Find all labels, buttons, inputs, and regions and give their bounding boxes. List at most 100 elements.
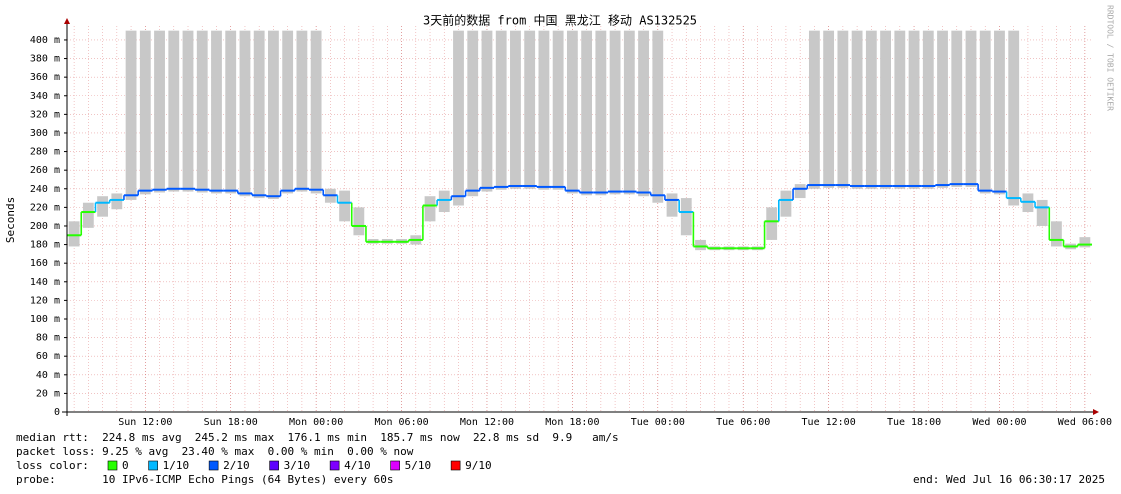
legend-label: 0 [122, 459, 129, 472]
stats-line: median rtt: 224.8 ms avg 245.2 ms max 17… [16, 431, 619, 444]
y-tick-label: 160 m [30, 258, 60, 269]
smoke [339, 190, 351, 222]
y-tick-label: 280 m [30, 147, 60, 158]
smoke [794, 184, 806, 199]
smoke [111, 193, 123, 210]
smoke [652, 30, 664, 203]
x-arrow [1093, 409, 1099, 415]
legend-label: 2/10 [223, 459, 250, 472]
y-tick-label: 340 m [30, 91, 60, 102]
smoke [638, 30, 649, 197]
smoke [182, 30, 194, 192]
smoke [139, 30, 151, 195]
legend-swatch [269, 460, 279, 471]
smoke [196, 30, 208, 193]
legend-swatch [107, 460, 118, 471]
legend-label: 3/10 [284, 459, 311, 472]
y-tick-label: 60 m [36, 351, 60, 362]
smoke [666, 193, 678, 217]
smoke [239, 30, 251, 197]
y-tick-label: 260 m [30, 165, 60, 176]
y-tick-label: 100 m [30, 314, 60, 325]
x-tick-label: Sun 12:00 [118, 417, 172, 428]
legend-swatch [450, 460, 461, 471]
plot [67, 30, 1092, 251]
x-tick-label: Wed 00:00 [972, 417, 1026, 428]
legend-label: 9/10 [465, 459, 492, 472]
smoke [168, 30, 180, 192]
y-tick-label: 360 m [30, 72, 60, 83]
smoke [566, 30, 578, 194]
smoke [438, 190, 450, 213]
smoke [766, 207, 778, 240]
smoke [623, 30, 635, 195]
smoke [510, 30, 521, 189]
legend-swatch [148, 460, 158, 471]
y-axis-label: Seconds [4, 197, 17, 243]
smoke [880, 30, 891, 189]
smoke [1051, 221, 1062, 247]
smoke [253, 30, 265, 199]
watermark: RRDTOOL / TOBI OETIKER [1106, 5, 1115, 111]
axes [62, 18, 1099, 416]
x-tick-label: Mon 12:00 [460, 417, 514, 428]
smoke [979, 30, 991, 194]
smoke [695, 239, 706, 251]
y-tick-label: 80 m [36, 333, 60, 344]
legend-label: 1/10 [163, 459, 190, 472]
smoke [524, 30, 536, 189]
smoke [154, 30, 165, 193]
smoke [908, 30, 920, 189]
smoke [225, 30, 237, 194]
smoke [296, 30, 308, 192]
smoke [780, 190, 792, 217]
smoke [552, 30, 564, 190]
legend-swatch [390, 460, 400, 471]
y-tick-label: 0 [54, 407, 60, 418]
y-tick-label: 140 m [30, 277, 60, 288]
smoke [1036, 199, 1048, 226]
smoke [310, 30, 322, 194]
smoke [125, 30, 137, 200]
legend-label: 4/10 [344, 459, 371, 472]
smoke [538, 30, 550, 190]
smoke [994, 30, 1005, 195]
legend-swatch [329, 460, 340, 471]
smoke [453, 30, 464, 206]
loss-legend-label: loss color: [16, 459, 89, 472]
smoke [353, 207, 365, 236]
x-tick-label: Wed 06:00 [1058, 417, 1112, 428]
smoke [1079, 237, 1091, 248]
legend-label: 5/10 [405, 459, 432, 472]
x-tick-label: Mon 06:00 [374, 417, 428, 428]
y-tick-label: 380 m [30, 54, 60, 65]
smoke [937, 30, 948, 188]
smoke [581, 30, 593, 196]
x-tick-label: Mon 18:00 [545, 417, 599, 428]
smoke [282, 30, 294, 194]
smoke [82, 202, 94, 228]
y-tick-label: 180 m [30, 240, 60, 251]
smoke [808, 30, 820, 189]
smoke [481, 30, 493, 192]
y-tick-label: 300 m [30, 128, 60, 139]
y-tick-label: 400 m [30, 35, 60, 46]
grid: 0 20 m 40 m 60 m 80 m 100 m 120 m 140 m 160 m 180… [30, 26, 1112, 428]
smoke [922, 30, 934, 189]
y-tick-label: 120 m [30, 295, 60, 306]
smoke [823, 30, 835, 188]
smoke [268, 30, 279, 200]
chart-title: 3天前的数据 from 中国 黑龙江 移动 AS132525 [423, 13, 697, 28]
x-tick-label: Tue 18:00 [887, 417, 941, 428]
smoke [68, 221, 80, 247]
x-tick-label: Mon 00:00 [289, 417, 343, 428]
x-tick-label: Sun 18:00 [204, 417, 258, 428]
y-arrow [64, 18, 70, 24]
smoke [837, 30, 849, 188]
y-tick-label: 200 m [30, 221, 60, 232]
stats-line: packet loss: 9.25 % avg 23.40 % max 0.00… [16, 445, 414, 458]
legend: median rtt: 224.8 ms avg 245.2 ms max 17… [16, 431, 1105, 486]
smoke [595, 30, 607, 196]
